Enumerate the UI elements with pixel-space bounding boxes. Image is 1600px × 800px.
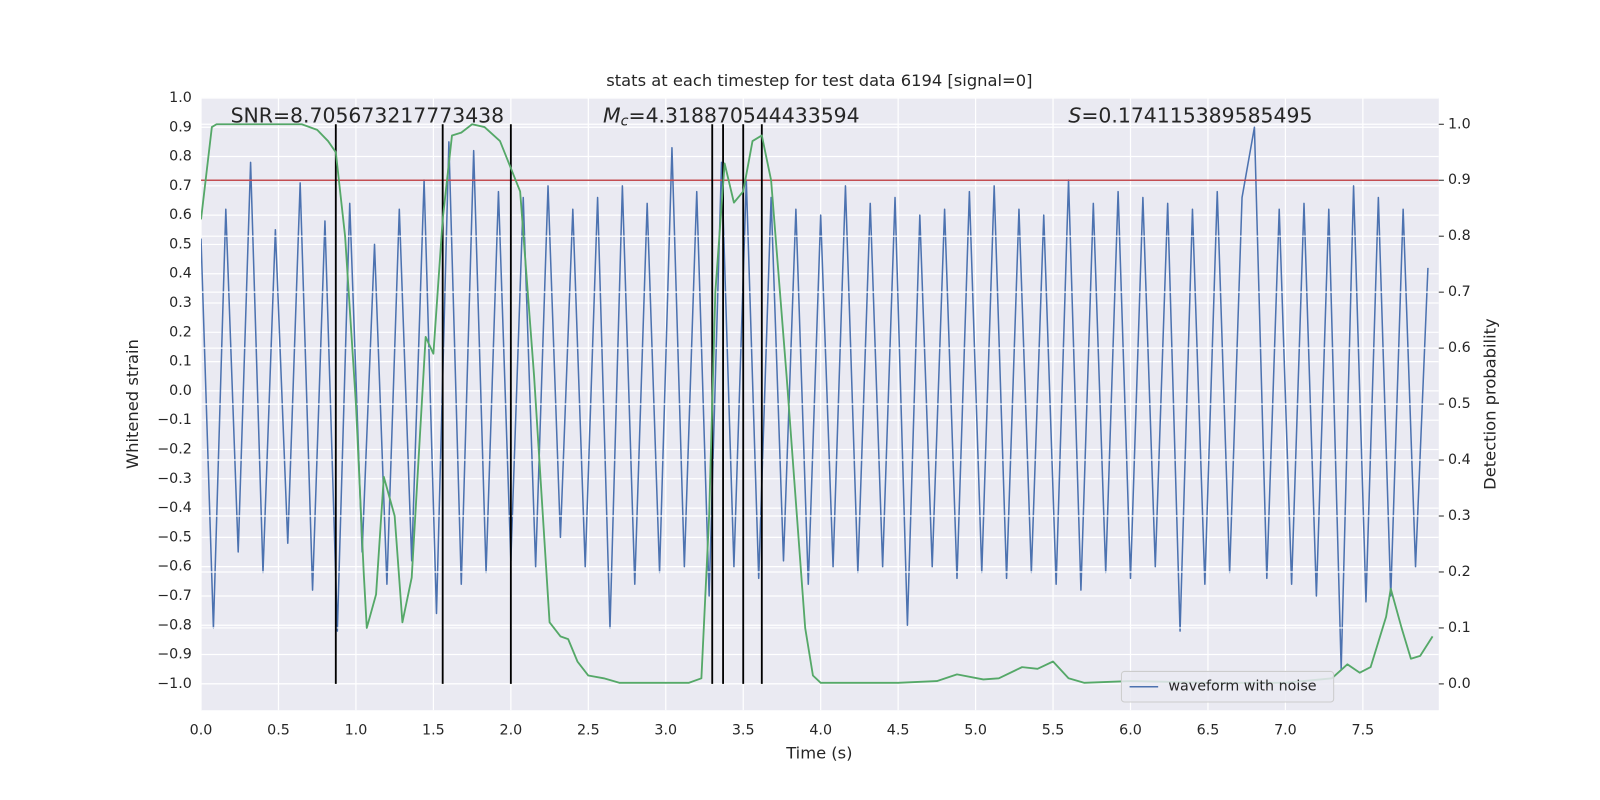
x-tick-label: 4.0 — [809, 723, 832, 739]
legend-box — [1120, 670, 1335, 703]
y-tick-label: −0.7 — [157, 588, 192, 604]
x-axis-label: Time (s) — [785, 744, 852, 763]
y2-axis-label: Detection probability — [1480, 318, 1499, 490]
y-tick-label: −0.3 — [157, 471, 192, 487]
y-tick-label: −0.2 — [157, 441, 192, 457]
y2-tick-label: 1.0 — [1448, 116, 1471, 132]
y2-tick-label: 0.0 — [1448, 676, 1471, 692]
y-tick-label: 0.2 — [169, 324, 192, 340]
x-tick-label: 3.0 — [654, 723, 677, 739]
chart-title: stats at each timestep for test data 619… — [606, 71, 1032, 90]
y-tick-label: −1.0 — [157, 676, 192, 692]
annotation-part: =4.318870544433594 — [628, 103, 859, 127]
y-tick-label: −0.9 — [157, 647, 192, 663]
series-line — [201, 126, 1429, 670]
plot-layer — [201, 97, 1439, 711]
x-tick-label: 2.5 — [577, 723, 600, 739]
x-tick-label: 6.0 — [1119, 723, 1142, 739]
y2-tick-label: 0.1 — [1448, 620, 1471, 636]
x-tick-label: 4.5 — [887, 723, 910, 739]
y2-tick-label: 0.6 — [1448, 340, 1471, 356]
annotation-part: =0.174115389585495 — [1081, 103, 1312, 127]
y-tick-label: 1.0 — [169, 90, 192, 106]
y2-tick-label: 0.9 — [1448, 172, 1471, 188]
y-tick-label: 0.3 — [169, 295, 192, 311]
x-tick-label: 6.5 — [1197, 723, 1220, 739]
x-tick-label: 7.5 — [1352, 723, 1375, 739]
y-tick-label: 0.9 — [169, 119, 192, 135]
annotation-part: c — [621, 113, 629, 129]
y2-tick-label: 0.4 — [1448, 452, 1471, 468]
legend-label: waveform with noise — [1168, 679, 1316, 695]
x-tick-label: 1.0 — [345, 723, 368, 739]
x-tick-label: 3.5 — [732, 723, 755, 739]
x-tick-label: 7.0 — [1274, 723, 1297, 739]
y-tick-label: −0.6 — [157, 559, 192, 575]
y-tick-label: −0.1 — [157, 412, 192, 428]
y-tick-label: −0.5 — [157, 529, 192, 545]
y2-tick-label: 0.7 — [1448, 284, 1471, 300]
x-tick-label: 0.5 — [267, 723, 290, 739]
x-tick-label: 1.5 — [422, 723, 445, 739]
x-tick-label: 5.5 — [1042, 723, 1065, 739]
y-tick-label: 0.4 — [169, 266, 192, 282]
y-axis-label: Whitened strain — [123, 339, 142, 469]
y-tick-label: 0.6 — [169, 207, 192, 223]
annotation-part: S — [1068, 103, 1081, 127]
y-tick-label: −0.4 — [157, 500, 192, 516]
x-tick-label: 5.0 — [964, 723, 987, 739]
y-tick-label: −0.8 — [157, 617, 192, 633]
annotation-part: M — [603, 103, 621, 127]
y-tick-label: 0.8 — [169, 149, 192, 165]
y-tick-label: 0.5 — [169, 236, 192, 252]
x-tick-label: 2.0 — [500, 723, 523, 739]
y-tick-label: 0.7 — [169, 178, 192, 194]
y2-tick-label: 0.5 — [1448, 396, 1471, 412]
y2-tick-label: 0.3 — [1448, 508, 1471, 524]
stat-annotation: S=0.174115389585495 — [1068, 103, 1312, 127]
y-tick-label: 0.1 — [169, 354, 192, 370]
y2-tick-label: 0.8 — [1448, 228, 1471, 244]
x-tick-label: 0.0 — [190, 723, 213, 739]
y2-tick-label: 0.2 — [1448, 564, 1471, 580]
annotation-part: SNR=8.705673217773438 — [231, 103, 505, 127]
stat-annotation: Mc=4.318870544433594 — [603, 103, 860, 129]
y-tick-label: 0.0 — [169, 383, 192, 399]
stat-annotation: SNR=8.705673217773438 — [231, 103, 505, 127]
label-layer: −1.0 −0.9 −0.8 −0.7 −0.6 −0.5 −0.4 −0.3 −0.2 −0.1… — [157, 90, 1470, 739]
